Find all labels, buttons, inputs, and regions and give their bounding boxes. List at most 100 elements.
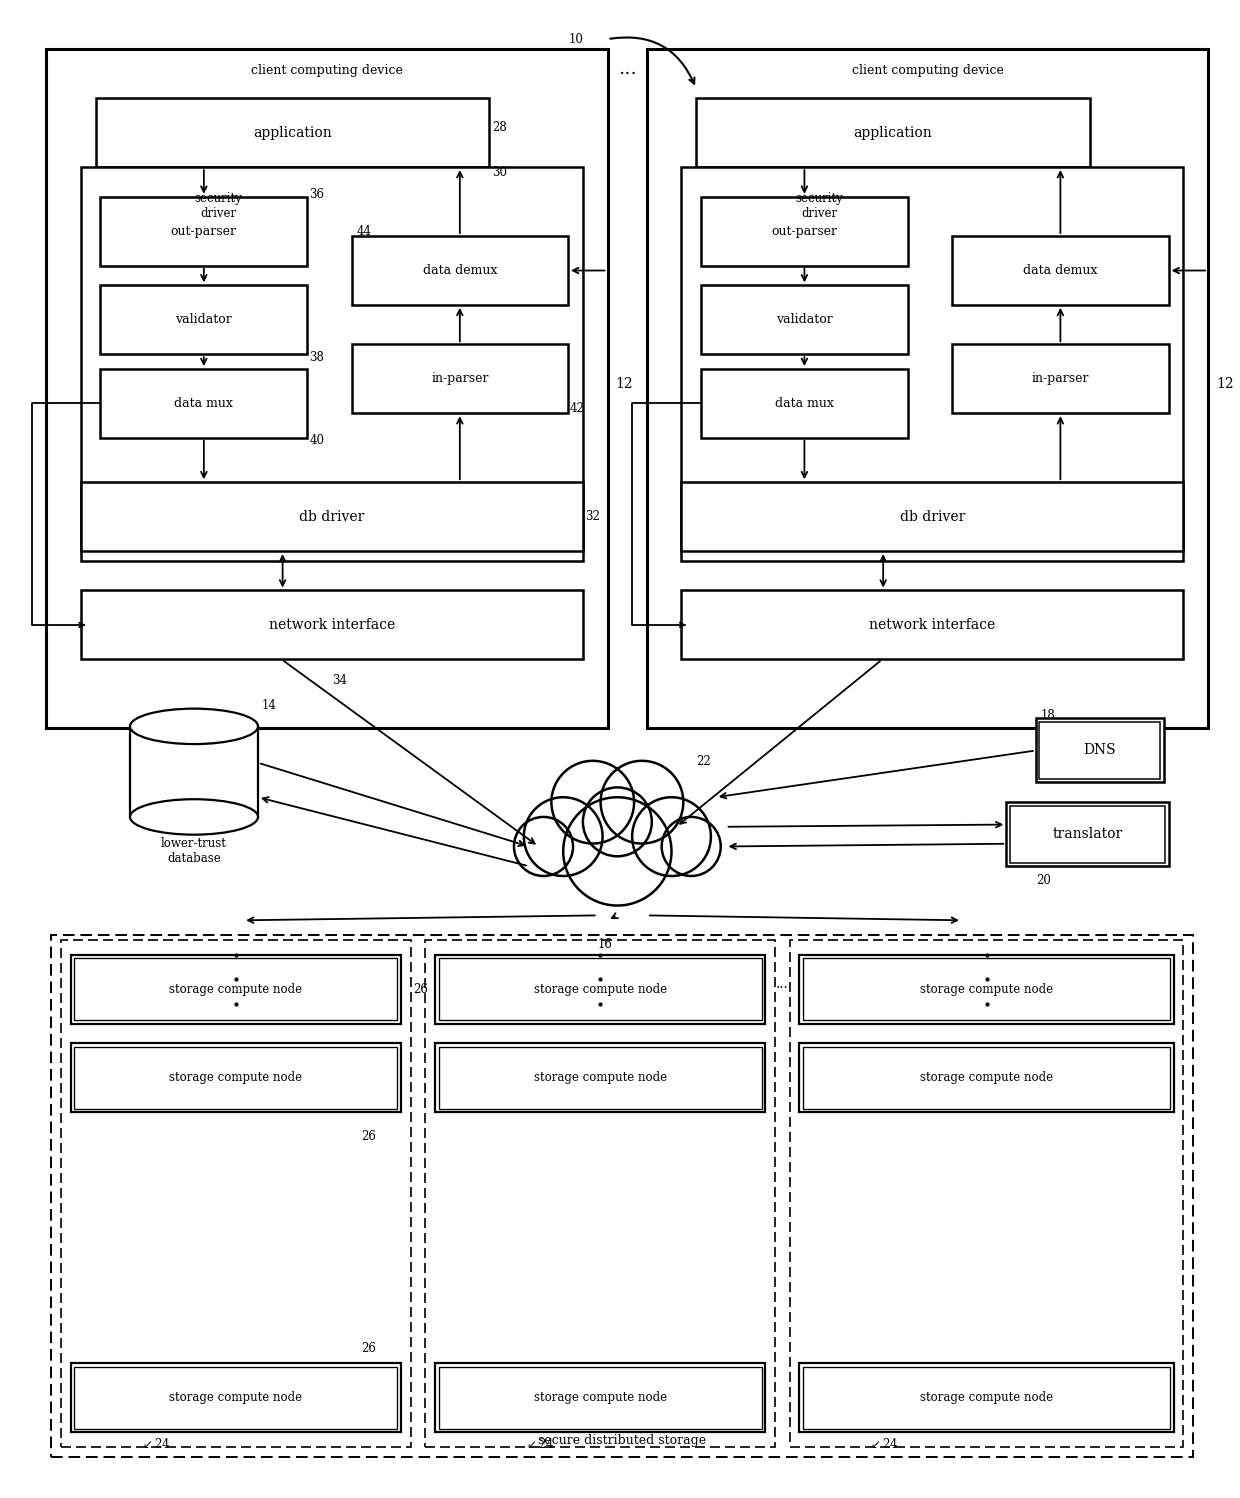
FancyBboxPatch shape — [81, 590, 583, 659]
Text: 14: 14 — [262, 700, 277, 712]
FancyBboxPatch shape — [100, 285, 308, 354]
FancyBboxPatch shape — [800, 954, 1173, 1023]
Text: 12: 12 — [1216, 376, 1234, 391]
Text: application: application — [253, 126, 332, 139]
Text: 30: 30 — [492, 166, 507, 178]
FancyBboxPatch shape — [351, 237, 568, 306]
FancyBboxPatch shape — [681, 168, 1183, 560]
Text: 28: 28 — [492, 121, 507, 135]
Text: data demux: data demux — [1023, 264, 1097, 277]
Text: client computing device: client computing device — [250, 64, 403, 76]
Text: out-parser: out-parser — [171, 225, 237, 238]
Text: ...: ... — [776, 977, 789, 992]
Ellipse shape — [130, 800, 258, 834]
Text: storage compute node: storage compute node — [170, 1392, 303, 1404]
Text: storage compute node: storage compute node — [170, 1071, 303, 1085]
Text: lower-trust
database: lower-trust database — [161, 836, 227, 864]
FancyBboxPatch shape — [681, 590, 1183, 659]
Text: storage compute node: storage compute node — [533, 983, 667, 996]
Text: storage compute node: storage compute node — [170, 983, 303, 996]
Text: 20: 20 — [1035, 875, 1050, 887]
Text: 32: 32 — [585, 511, 600, 523]
FancyBboxPatch shape — [1035, 719, 1164, 782]
Text: 16: 16 — [598, 938, 613, 951]
Circle shape — [583, 788, 652, 857]
FancyBboxPatch shape — [71, 1363, 401, 1432]
FancyBboxPatch shape — [351, 345, 568, 413]
FancyBboxPatch shape — [1006, 801, 1168, 866]
Text: 38: 38 — [309, 351, 324, 364]
FancyBboxPatch shape — [81, 482, 583, 551]
FancyBboxPatch shape — [647, 49, 1208, 728]
FancyBboxPatch shape — [952, 345, 1168, 413]
FancyBboxPatch shape — [95, 99, 490, 168]
FancyBboxPatch shape — [130, 727, 258, 816]
Text: data mux: data mux — [175, 397, 233, 410]
Text: 12: 12 — [615, 376, 632, 391]
FancyBboxPatch shape — [81, 168, 583, 560]
FancyBboxPatch shape — [800, 1044, 1173, 1113]
FancyBboxPatch shape — [435, 1044, 765, 1113]
FancyBboxPatch shape — [701, 369, 908, 437]
Text: 40: 40 — [309, 434, 324, 448]
FancyBboxPatch shape — [701, 285, 908, 354]
Text: in-parser: in-parser — [432, 373, 489, 385]
Text: validator: validator — [176, 313, 232, 327]
FancyBboxPatch shape — [71, 954, 401, 1023]
Circle shape — [515, 816, 573, 876]
FancyBboxPatch shape — [71, 1044, 401, 1113]
Text: storage compute node: storage compute node — [533, 1392, 667, 1404]
Circle shape — [600, 761, 683, 843]
Text: DNS: DNS — [1084, 743, 1116, 758]
FancyBboxPatch shape — [435, 1363, 765, 1432]
Text: db driver: db driver — [900, 509, 965, 524]
Text: 26: 26 — [361, 1131, 376, 1143]
FancyBboxPatch shape — [681, 482, 1183, 551]
Text: 42: 42 — [570, 401, 585, 415]
Text: translator: translator — [1053, 827, 1122, 842]
Text: security
driver: security driver — [795, 192, 843, 220]
Text: storage compute node: storage compute node — [920, 1392, 1053, 1404]
Text: storage compute node: storage compute node — [533, 1071, 667, 1085]
Text: 10: 10 — [568, 33, 583, 45]
Text: 26: 26 — [414, 983, 429, 996]
Text: 36: 36 — [309, 189, 324, 201]
Text: storage compute node: storage compute node — [920, 1071, 1053, 1085]
Circle shape — [632, 797, 711, 876]
Text: in-parser: in-parser — [1032, 373, 1089, 385]
Text: security
driver: security driver — [195, 192, 243, 220]
Text: db driver: db driver — [299, 509, 365, 524]
FancyBboxPatch shape — [800, 1363, 1173, 1432]
Text: client computing device: client computing device — [852, 64, 1003, 76]
Circle shape — [552, 761, 634, 843]
Text: 44: 44 — [356, 225, 372, 238]
Text: storage compute node: storage compute node — [920, 983, 1053, 996]
FancyBboxPatch shape — [696, 99, 1090, 168]
FancyBboxPatch shape — [100, 369, 308, 437]
Text: data mux: data mux — [775, 397, 833, 410]
Circle shape — [563, 797, 672, 906]
Text: out-parser: out-parser — [771, 225, 837, 238]
Text: validator: validator — [776, 313, 833, 327]
Text: data demux: data demux — [423, 264, 497, 277]
Text: 34: 34 — [332, 674, 347, 688]
Text: $\swarrow$24: $\swarrow$24 — [868, 1437, 899, 1452]
Text: 18: 18 — [1040, 709, 1055, 722]
Text: $\swarrow$24: $\swarrow$24 — [140, 1437, 171, 1452]
Text: 26: 26 — [361, 1342, 376, 1356]
Text: application: application — [853, 126, 932, 139]
FancyBboxPatch shape — [701, 196, 908, 265]
Text: $\swarrow$24: $\swarrow$24 — [523, 1437, 554, 1452]
FancyBboxPatch shape — [435, 954, 765, 1023]
Ellipse shape — [130, 709, 258, 745]
Text: network interface: network interface — [869, 619, 996, 632]
Text: network interface: network interface — [269, 619, 396, 632]
Circle shape — [563, 782, 672, 891]
Circle shape — [662, 816, 720, 876]
Text: 22: 22 — [696, 755, 711, 767]
Circle shape — [523, 797, 603, 876]
FancyBboxPatch shape — [100, 196, 308, 265]
FancyBboxPatch shape — [46, 49, 608, 728]
Text: ...: ... — [618, 60, 636, 78]
Text: secure distributed storage: secure distributed storage — [538, 1434, 707, 1447]
